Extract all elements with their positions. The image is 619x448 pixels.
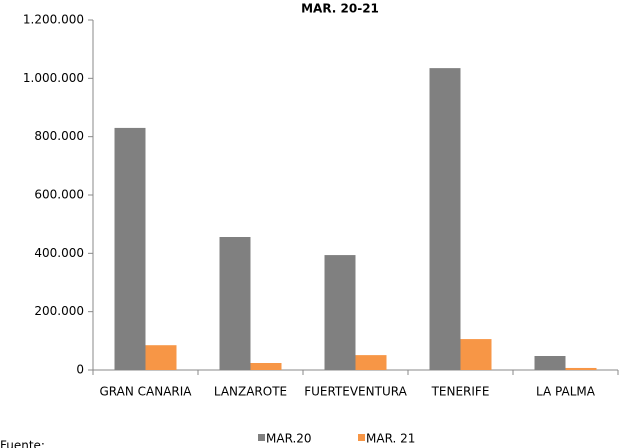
y-tick-label: 200.000 xyxy=(34,304,84,318)
x-tick-label: LA PALMA xyxy=(536,385,596,399)
legend-swatch xyxy=(258,434,265,441)
legend-label: MAR. 21 xyxy=(366,432,415,446)
y-tick-label: 800.000 xyxy=(34,129,84,143)
bar xyxy=(534,356,566,370)
y-tick-label: 600.000 xyxy=(34,188,84,202)
chart-title: MAR. 20-21 xyxy=(301,2,379,16)
legend-swatch xyxy=(358,434,365,441)
x-tick-label: TENERIFE xyxy=(431,385,490,399)
bar xyxy=(145,345,177,370)
bar xyxy=(250,363,282,370)
bar xyxy=(114,127,146,371)
x-tick-label: FUERTEVENTURA xyxy=(304,385,407,399)
legend-label: MAR.20 xyxy=(266,432,312,446)
source-note: Fuente: xyxy=(0,439,45,448)
y-tick-label: 1.200.000 xyxy=(23,13,84,27)
bar xyxy=(219,237,251,370)
y-tick-label: 400.000 xyxy=(34,246,84,260)
bar xyxy=(355,355,387,370)
bar xyxy=(324,255,356,370)
x-tick-label: LANZAROTE xyxy=(214,385,287,399)
bar xyxy=(429,68,461,370)
bar xyxy=(460,339,492,370)
x-tick-label: GRAN CANARIA xyxy=(99,385,192,399)
bar xyxy=(565,367,597,370)
y-tick-label: 0 xyxy=(76,363,84,377)
y-tick-label: 1.000.000 xyxy=(23,71,84,85)
